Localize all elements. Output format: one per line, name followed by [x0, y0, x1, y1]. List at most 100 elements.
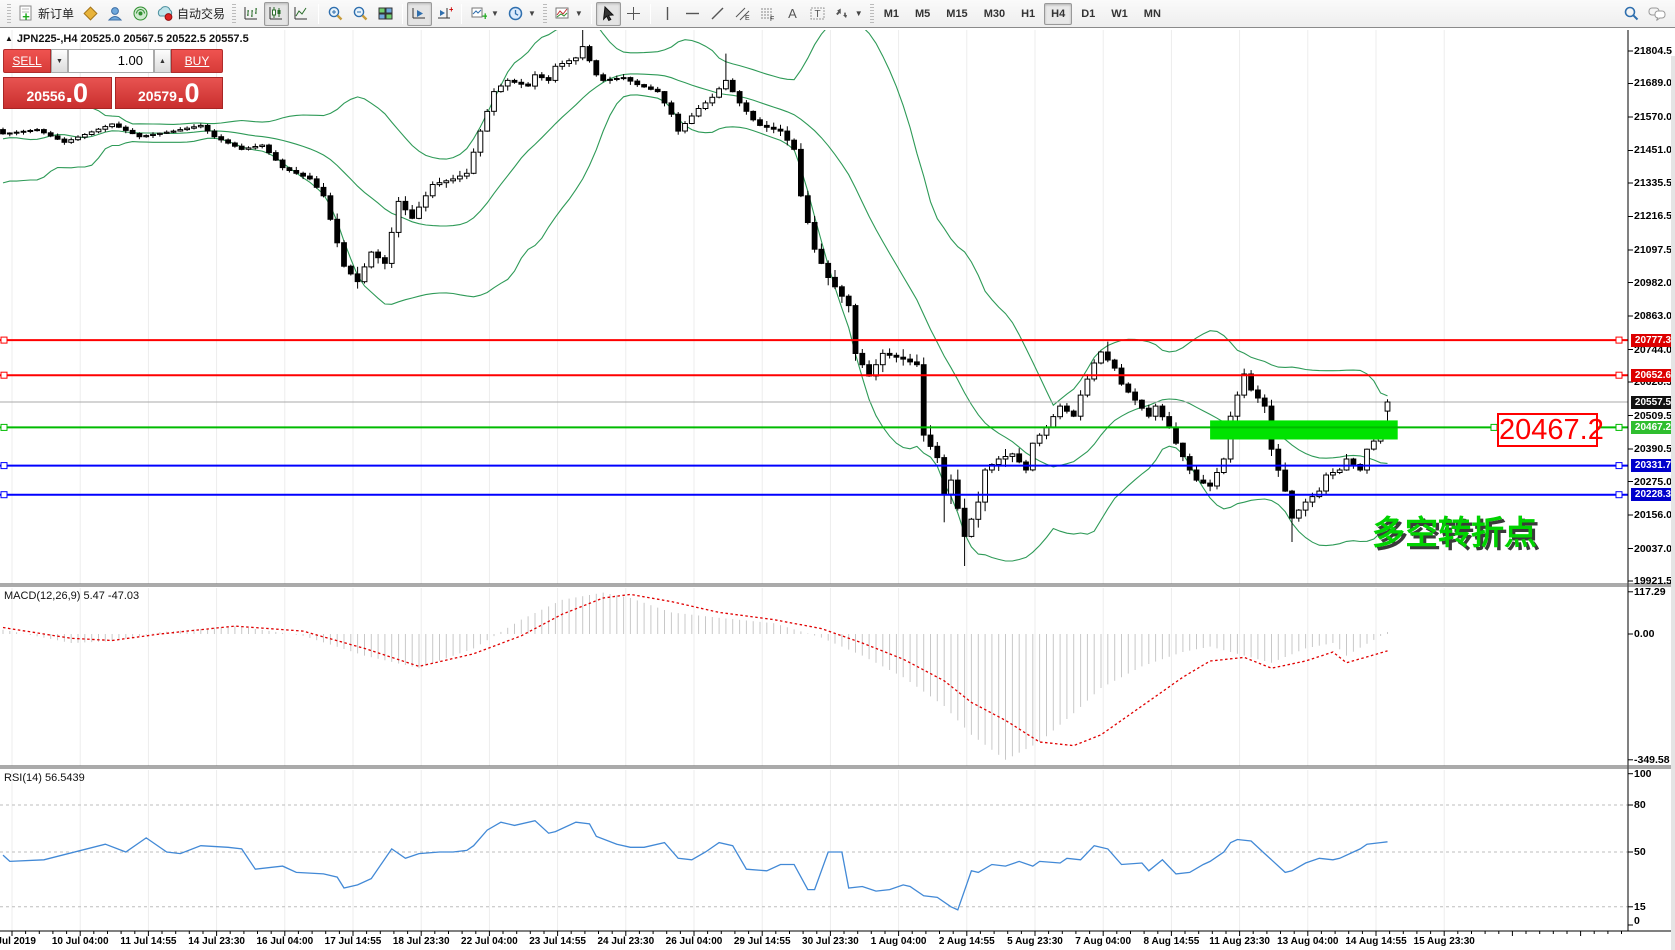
line-handle[interactable] [0, 423, 8, 431]
timeframe-button-m5[interactable]: M5 [915, 7, 931, 20]
line-handle[interactable] [0, 491, 8, 499]
chart-shift-button[interactable]: + [432, 2, 457, 26]
time-axis-label: 5 Aug 23:30 [1007, 936, 1063, 947]
sell-price-button[interactable]: 20556.0 [3, 77, 112, 109]
buy-price-int: 20579 [138, 88, 177, 104]
candlestick-chart-button[interactable] [264, 1, 290, 26]
time-axis-label: 17 Jul 14:55 [324, 936, 382, 947]
toolbar-grip[interactable] [869, 3, 874, 24]
time-axis-label: 18 Jul 23:30 [392, 936, 450, 947]
buy-button[interactable]: BUY [171, 49, 223, 73]
signals-button[interactable] [128, 2, 153, 26]
price-line-badge: 20652.6 [1631, 368, 1675, 382]
time-axis-label: 7 Aug 04:00 [1075, 936, 1132, 947]
chart-shift-icon: + [436, 5, 454, 22]
sell-price-dec: .0 [65, 78, 88, 108]
line-handle[interactable] [0, 462, 8, 470]
profiles-button[interactable]: ▼ [503, 2, 540, 26]
volume-input[interactable]: 1.00 [68, 49, 154, 73]
autotrading-button[interactable]: 自动交易 [153, 2, 229, 26]
svg-text:F: F [770, 16, 774, 22]
timeframe-button-h1[interactable]: H1 [1021, 7, 1036, 20]
toolbar-grip[interactable] [232, 3, 237, 24]
support-price-callout[interactable]: 20467.2 [1497, 413, 1604, 447]
bar-chart-button[interactable] [239, 2, 264, 26]
volume-decrease-button[interactable]: ▼ [51, 49, 68, 73]
arrows-icon [834, 5, 851, 22]
timeframe-button-mn[interactable]: MN [1143, 7, 1161, 20]
community-button[interactable] [103, 2, 128, 26]
fibonacci-icon: F [759, 5, 776, 23]
zoom-in-button[interactable] [323, 2, 348, 26]
time-axis-label: 14 Aug 14:55 [1345, 936, 1407, 947]
channel-tool-button[interactable]: E [730, 2, 755, 26]
toolbar-separator [318, 3, 320, 24]
volume-increase-button[interactable]: ▲ [154, 49, 171, 73]
line-chart-button[interactable] [289, 2, 314, 26]
autotrading-label: 自动交易 [177, 7, 226, 21]
crosshair-tool-button[interactable] [621, 2, 646, 26]
arrows-tool-button[interactable]: ▼ [830, 2, 867, 26]
price-line-badge: 20228.3 [1631, 488, 1675, 502]
price-axis-tick: 20275.0 [1634, 475, 1672, 488]
chat-icon[interactable] [1648, 5, 1666, 22]
new-chart-button[interactable]: + ▼ [466, 2, 503, 26]
metaeditor-icon [82, 5, 99, 22]
community-icon [107, 5, 124, 22]
buy-price-button[interactable]: 20579.0 [114, 77, 223, 109]
symbol-header[interactable]: ▲ JPN225-,H4 20525.0 20567.5 20522.5 2055… [5, 33, 249, 45]
toolbar-grip[interactable] [542, 3, 547, 24]
timeframe-button-m1[interactable]: M1 [883, 7, 899, 20]
sell-button[interactable]: SELL [3, 49, 51, 73]
line-handle[interactable] [0, 336, 8, 344]
timeframe-button-m30[interactable]: M30 [983, 7, 1006, 20]
bar-chart-icon [243, 5, 260, 22]
toolbar-grip[interactable] [7, 3, 11, 24]
new-order-button[interactable]: + 新订单 [14, 2, 78, 26]
toolbar-separator [402, 3, 404, 24]
search-icon[interactable] [1623, 5, 1640, 22]
new-order-icon: + [18, 5, 35, 24]
timeframe-button-w1[interactable]: W1 [1111, 7, 1128, 20]
timeframe-button-h4[interactable]: H4 [1044, 2, 1073, 25]
fibonacci-tool-button[interactable]: F [755, 2, 780, 26]
line-handle[interactable] [0, 371, 8, 379]
chart-canvas[interactable] [0, 28, 1675, 950]
time-axis-label: 8 Jul 2019 [0, 936, 36, 947]
text-icon: A [784, 5, 801, 22]
timeframe-button-d1[interactable]: D1 [1081, 7, 1096, 20]
line-handle[interactable] [1615, 423, 1623, 431]
zoom-out-button[interactable] [348, 2, 373, 26]
line-handle[interactable] [1615, 336, 1623, 344]
trendline-icon [709, 5, 726, 22]
text-label-tool-button[interactable]: T [805, 2, 830, 26]
cursor-tool-button[interactable] [595, 1, 621, 26]
vertical-line-tool-button[interactable] [655, 2, 680, 26]
cursor-icon [600, 5, 617, 22]
tile-windows-button[interactable] [373, 2, 398, 26]
new-order-label: 新订单 [38, 7, 75, 21]
autotrading-icon [157, 5, 174, 22]
svg-text:+: + [449, 5, 453, 14]
vertical-scrollbar[interactable] [1671, 56, 1675, 950]
line-handle[interactable] [1615, 462, 1623, 470]
price-axis-tick: 20037.0 [1634, 542, 1672, 555]
horizontal-line-icon [684, 5, 701, 22]
text-tool-button[interactable]: A [780, 2, 805, 26]
buy-price-dec: .0 [176, 78, 200, 108]
indicators-button[interactable]: ▼ [550, 2, 587, 26]
line-handle[interactable] [1615, 371, 1623, 379]
chart-window[interactable]: ▲ JPN225-,H4 20525.0 20567.5 20522.5 2055… [0, 28, 1675, 950]
metaeditor-button[interactable] [78, 2, 103, 26]
timeframe-toolbar: M1 M5 M15 M30 H1 H4 D1 W1 MN [877, 2, 1168, 25]
support-rectangle[interactable] [1210, 420, 1398, 440]
auto-scroll-button[interactable] [407, 1, 433, 26]
horizontal-line-tool-button[interactable] [680, 2, 705, 26]
one-click-expander-icon[interactable]: ▲ [5, 34, 13, 43]
rsi-axis-tick: 80 [1634, 799, 1646, 812]
timeframe-button-m15[interactable]: M15 [946, 7, 968, 20]
price-axis-tick: 21097.5 [1634, 243, 1672, 256]
turning-point-annotation[interactable]: 多空转折点 [1372, 514, 1537, 551]
line-handle[interactable] [1615, 491, 1623, 499]
trendline-tool-button[interactable] [705, 2, 730, 26]
